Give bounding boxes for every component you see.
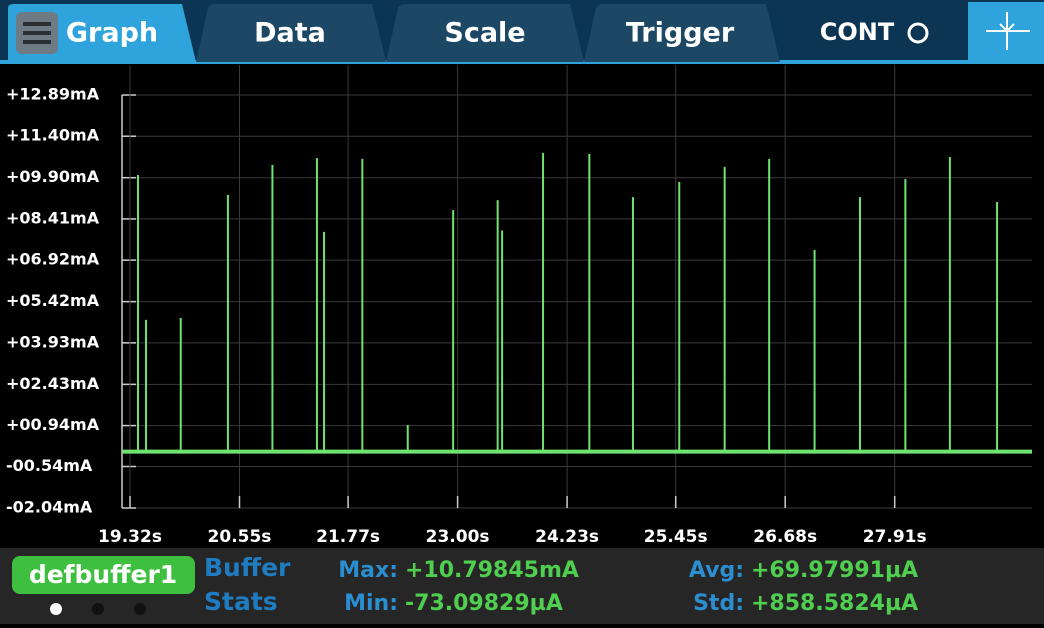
- stats-title: Stats: [204, 587, 278, 616]
- x-tick-label: 24.23s: [535, 527, 599, 547]
- y-tick-label: +03.93mA: [6, 332, 100, 351]
- x-tick-label: 26.68s: [753, 527, 817, 547]
- menu-icon: [23, 31, 51, 35]
- buffer-button[interactable]: [12, 556, 195, 594]
- y-tick-label: +06.92mA: [6, 250, 100, 269]
- x-tick-label: 23.00s: [426, 527, 490, 547]
- x-tick-label: 25.45s: [644, 527, 708, 547]
- tab-label[interactable]: Scale: [444, 18, 525, 49]
- x-tick-label: 21.77s: [316, 527, 380, 547]
- menu-icon: [23, 40, 51, 44]
- refresh-icon: [907, 22, 929, 44]
- cursor-icon: [986, 12, 1030, 50]
- stat-label: Std:: [693, 591, 744, 616]
- plot: +12.89mA +11.40mA +09.90mA +08.41mA +06.92mA…: [6, 65, 1032, 547]
- stats-title: Buffer: [204, 553, 291, 582]
- y-tick-label: +08.41mA: [6, 208, 100, 227]
- stat-value: +69.97991µA: [751, 558, 918, 583]
- cont-label[interactable]: CONT: [820, 18, 895, 46]
- y-tick-label: +02.43mA: [6, 374, 100, 393]
- x-tick-label: 19.32s: [98, 527, 162, 547]
- x-tick-label: 27.91s: [863, 527, 927, 547]
- page-dot: [92, 603, 104, 615]
- tab-label[interactable]: Data: [254, 18, 326, 49]
- tab-data[interactable]: [196, 4, 386, 62]
- page-dot: [50, 603, 62, 615]
- stat-value: -73.09829µA: [405, 591, 563, 616]
- y-tick-label: +09.90mA: [6, 167, 100, 186]
- stat-label: Avg:: [689, 558, 744, 583]
- tab-trigger[interactable]: [584, 4, 780, 62]
- stat-value: +10.79845mA: [405, 558, 579, 583]
- y-tick-label: -00.54mA: [6, 456, 93, 475]
- y-tick-label: +12.89mA: [6, 85, 100, 104]
- tab-scale[interactable]: [386, 4, 584, 62]
- buffer-name[interactable]: defbuffer1: [29, 560, 177, 589]
- menu-icon: [23, 22, 51, 26]
- tab-label[interactable]: Graph: [66, 18, 158, 49]
- stat-value: +858.5824µA: [751, 591, 918, 616]
- y-tick-label: +00.94mA: [6, 415, 100, 434]
- y-tick-label: +05.42mA: [6, 291, 100, 310]
- x-tick-label: 20.55s: [208, 527, 272, 547]
- stat-label: Min:: [344, 591, 398, 616]
- y-tick-label: +11.40mA: [6, 126, 100, 145]
- y-tick-label: -02.04mA: [6, 498, 93, 517]
- tab-label[interactable]: Trigger: [626, 18, 735, 49]
- page-dot: [134, 603, 146, 615]
- stat-label: Max:: [338, 558, 398, 583]
